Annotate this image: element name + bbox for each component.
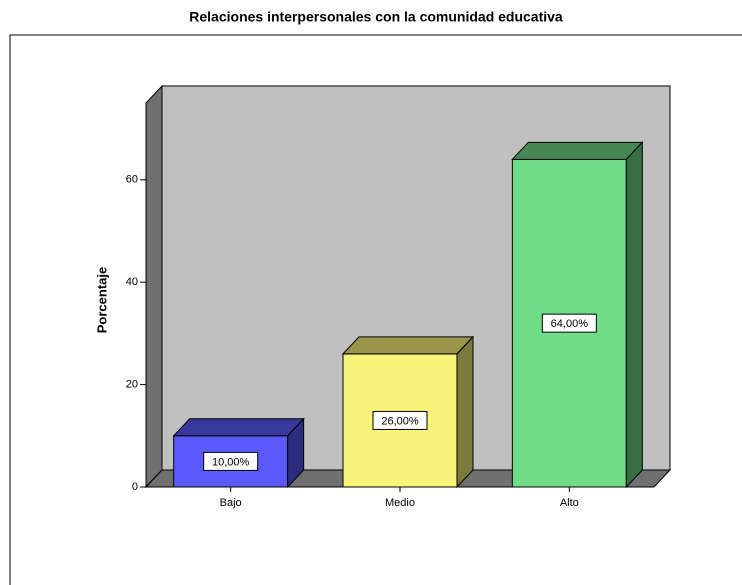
value-label-box <box>372 410 428 430</box>
bar-side <box>287 417 305 489</box>
bar <box>172 417 305 489</box>
chart-title: Relaciones interpersonales con la comuni… <box>189 9 563 25</box>
y-tick-label: 20 <box>126 379 138 391</box>
value-label: 64,00% <box>551 318 589 330</box>
value-label: 10,00% <box>212 456 250 468</box>
left-wall <box>145 84 163 489</box>
x-tick-label: Bajo <box>220 497 242 509</box>
bar <box>341 335 475 489</box>
value-label: 26,00% <box>381 415 419 427</box>
bar-top <box>511 141 644 160</box>
bar-top <box>341 336 475 355</box>
y-tick-label: 0 <box>132 481 138 493</box>
y-axis-label: Porcentaje <box>94 267 109 333</box>
y-tick-label: 60 <box>126 174 138 186</box>
y-tick-label: 40 <box>126 276 138 288</box>
bar-side <box>625 141 643 489</box>
bar-top <box>172 418 305 437</box>
x-tick-label: Medio <box>385 497 415 509</box>
value-label-box <box>541 313 597 333</box>
x-tick-label: Alto <box>560 497 579 509</box>
value-label-box <box>203 451 259 471</box>
frame <box>9 34 742 585</box>
bar-side <box>456 335 474 489</box>
